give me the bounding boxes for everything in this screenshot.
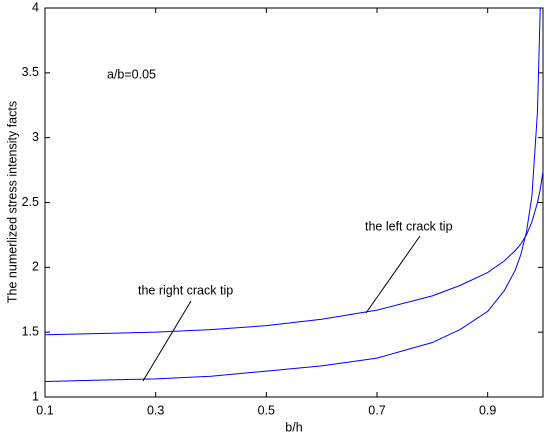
y-tick-label: 3 [32, 130, 39, 144]
x-tick-label: 0.3 [147, 403, 164, 417]
annotation: a/b=0.05 [107, 67, 156, 81]
data-line [44, 171, 544, 336]
y-tick-label: 3.5 [22, 65, 39, 79]
x-tick-label: 0.7 [368, 403, 385, 417]
y-tick-label: 2.5 [22, 195, 39, 209]
y-tick-label: 2 [32, 260, 39, 274]
y-tick-label: 1.5 [22, 324, 39, 338]
annotation-leader [142, 300, 192, 382]
annotation-leader [365, 235, 421, 314]
y-tick-label: 1 [32, 389, 39, 403]
annotation: the left crack tip [365, 219, 453, 233]
y-tick-label: 4 [32, 0, 39, 14]
x-tick-label: 0.5 [258, 403, 275, 417]
x-tick-label: 0.9 [479, 403, 496, 417]
y-axis-label: The numerlized stress intensity facts [5, 101, 19, 303]
data-line [44, 7, 541, 382]
plot-frame [44, 7, 544, 398]
annotation: the right crack tip [138, 283, 233, 297]
x-tick-label: 0.1 [36, 403, 53, 417]
x-axis-label: b/h [285, 420, 302, 434]
